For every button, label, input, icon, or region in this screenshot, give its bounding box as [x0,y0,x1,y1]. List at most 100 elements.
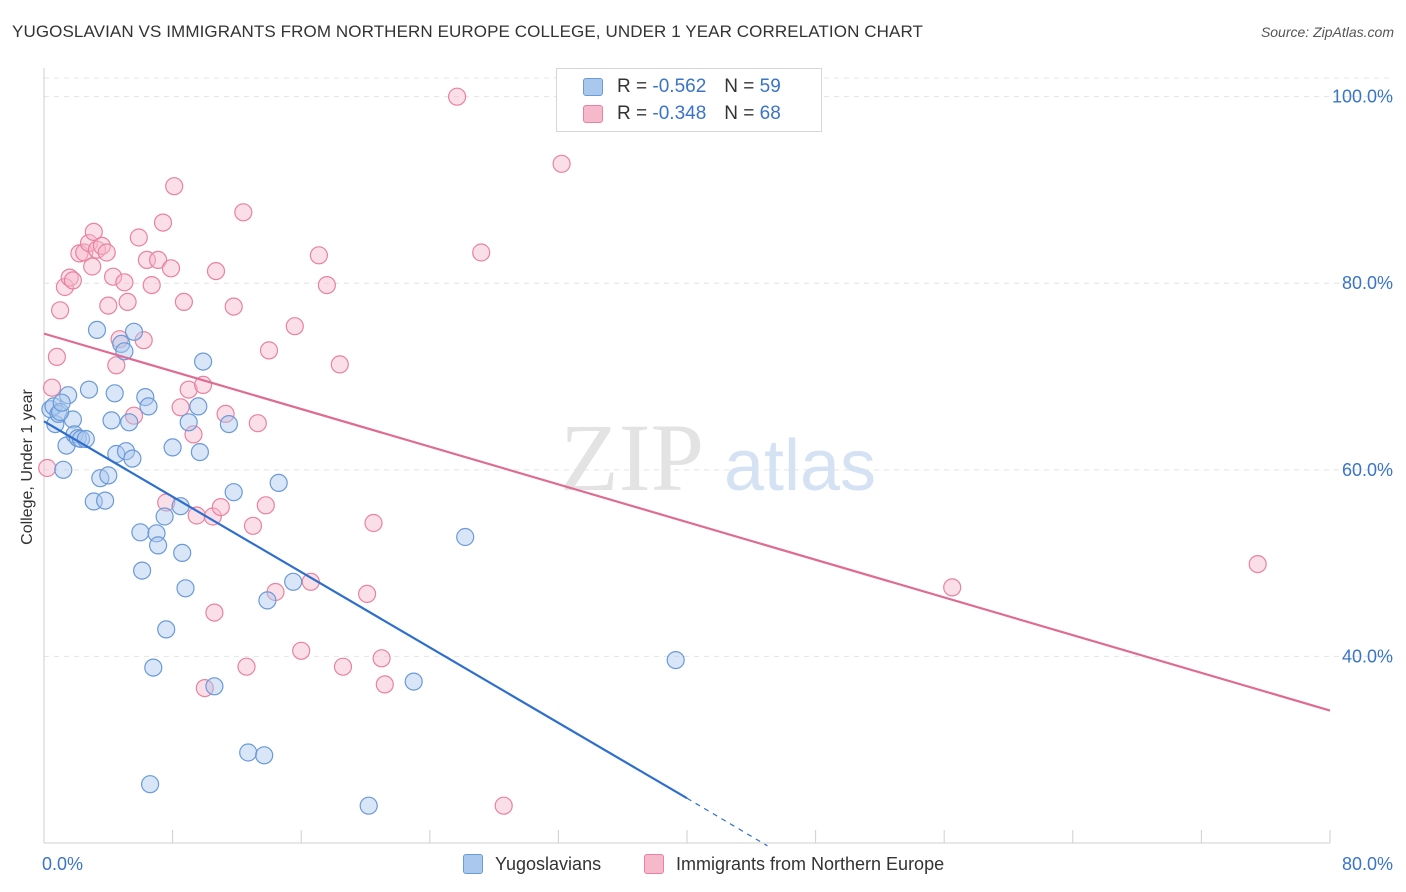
northern-europe-point [552,154,571,173]
yugoslavian-point [359,796,378,815]
northern-europe-point [1248,554,1267,574]
northern-europe-point [448,87,467,106]
bottom-legend-swatch-yugoslavians [463,854,483,874]
legend-r-value: -0.348 [652,103,707,124]
yugoslavian-point [52,393,71,412]
yugoslavian-point [155,507,174,526]
northern-europe-point [174,292,193,311]
bottom-legend-yugoslavians[interactable]: Yugoslavians [463,851,601,877]
northern-europe-point [47,347,67,366]
northern-europe-point [292,641,311,660]
yugoslavian-point [124,322,144,341]
northern-europe-point [943,578,962,597]
northern-europe-point [63,271,83,290]
yugoslavian-point [189,397,208,416]
northern-europe-points [38,87,1267,815]
legend-r-label: R = [617,103,648,124]
tick-labels: 100.0% 80.0% 60.0% 40.0% 0.0% 80.0% [42,87,1393,874]
northern-europe-point [165,177,184,196]
yugoslavian-point [176,579,195,598]
northern-europe-point [129,228,148,247]
yugoslavian-points [41,320,685,815]
northern-europe-point [205,603,224,622]
yugoslavian-point [666,650,685,670]
yugoslavian-point [456,527,475,547]
correlation-legend: R = -0.562 N = 59 R = -0.348 N = 68 [556,68,822,132]
chart-title: YUGOSLAVIAN VS IMMIGRANTS FROM NORTHERN … [12,22,924,41]
northern-europe-point [153,213,173,232]
yugoslavian-point [224,483,243,502]
axis-layer [43,68,1331,844]
northern-europe-point [333,657,353,676]
northern-europe-point [237,657,256,676]
legend-n-label: N = [724,76,755,97]
grid-layer [44,77,1392,657]
y-axis-title: College, Under 1 year [19,389,36,545]
legend-row-northern-europe: R = -0.348 N = 68 [583,102,781,126]
bottom-legend-northern-europe[interactable]: Immigrants from Northern Europe [644,851,944,877]
yugoslavian-point [190,443,209,462]
bottom-legend-label: Immigrants from Northern Europe [676,853,945,874]
yugoslavian-point [131,523,150,542]
northern-europe-point [364,513,383,533]
northern-europe-point [83,257,102,276]
northern-europe-point [60,268,79,287]
northern-europe-point [330,355,349,374]
y-tick-label: 60.0% [1342,460,1393,480]
northern-europe-point [84,222,103,241]
northern-europe-point [372,649,391,668]
legend-row-yugoslavians: R = -0.562 N = 59 [583,75,781,99]
northern-europe-point [149,250,168,269]
northern-europe-point [224,297,243,316]
yugoslavian-point [141,775,160,794]
yugoslavian-point [99,466,118,485]
northern-europe-point [42,378,62,397]
bottom-legend-label: Yugoslavians [495,853,602,874]
yugoslavian-point [50,402,70,422]
bottom-legend-swatch-northern-europe [644,854,664,874]
yugoslavian-point [179,413,198,432]
yugoslavian-point [163,438,182,457]
yugoslavian-point [95,491,115,510]
northern-europe-point [99,296,118,315]
northern-europe-point [115,273,134,292]
northern-europe-point [103,267,123,286]
yugoslavian-point [205,677,224,696]
yugoslavian-point [194,352,213,371]
yugoslavian-point [157,620,176,639]
northern-europe-point [358,584,377,604]
yugoslavian-point [105,384,124,403]
legend-swatch-yugoslavians [583,78,603,96]
northern-europe-point [375,675,394,694]
legend-n-label: N = [724,103,755,124]
y-tick-label: 100.0% [1332,87,1393,107]
source-credit: Source: ZipAtlas.com [1260,24,1394,40]
northern-europe-point [285,317,304,336]
yugoslavian-trend-line [43,420,688,800]
trend-lines [43,332,1331,847]
legend-n-value: 59 [759,76,781,97]
northern-europe-point [38,458,57,478]
yugoslavian-point [239,743,258,762]
yugoslavian-point [269,473,288,492]
yugoslavian-point [58,386,78,405]
northern-europe-point [107,356,126,375]
yugoslavian-point [284,572,303,591]
northern-europe-point [142,276,161,295]
yugoslavian-point [404,672,423,691]
yugoslavian-point [54,460,73,479]
northern-europe-point [256,496,275,515]
yugoslavian-point [258,591,277,610]
yugoslavian-point [173,543,192,563]
northern-europe-trend-line [43,332,1331,712]
northern-europe-point [184,425,203,444]
northern-europe-point [248,414,267,433]
northern-europe-point [243,516,263,535]
yugoslavian-point [219,415,238,434]
yugoslavian-point [149,536,168,555]
northern-europe-point [50,301,70,320]
northern-europe-point [211,498,230,517]
yugoslavian-point [133,561,152,580]
northern-europe-point [206,262,226,281]
